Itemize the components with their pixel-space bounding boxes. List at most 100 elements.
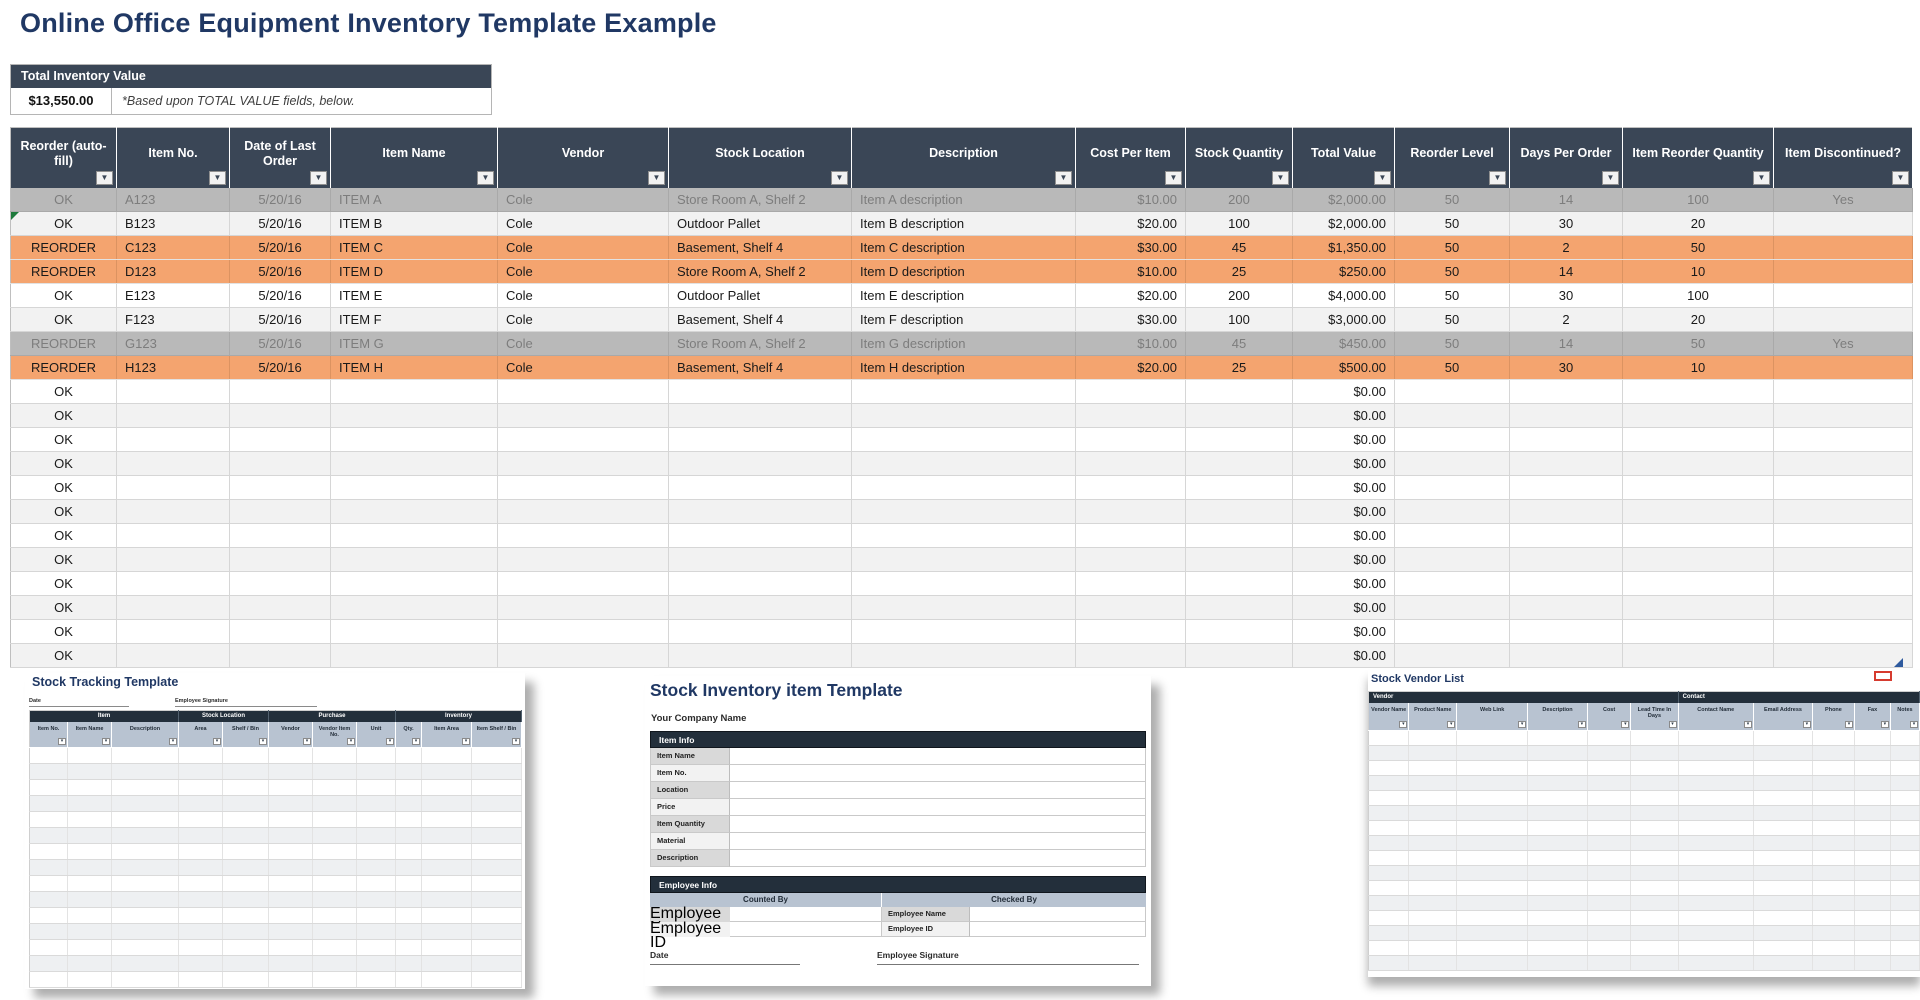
cell[interactable] bbox=[1678, 955, 1754, 971]
cell[interactable]: 50 bbox=[1394, 307, 1510, 332]
cell[interactable] bbox=[1587, 940, 1632, 956]
field-input[interactable] bbox=[730, 816, 1146, 833]
cell[interactable] bbox=[312, 859, 357, 876]
cell[interactable] bbox=[1408, 760, 1458, 776]
cell[interactable]: Cole bbox=[497, 283, 669, 308]
cell[interactable] bbox=[111, 923, 179, 940]
cell[interactable] bbox=[1812, 745, 1855, 761]
filter-dropdown-icon[interactable]: ▾ bbox=[1447, 721, 1456, 728]
cell[interactable] bbox=[29, 763, 68, 780]
cell[interactable] bbox=[1753, 760, 1813, 776]
cell[interactable] bbox=[1890, 895, 1920, 911]
cell[interactable] bbox=[229, 571, 331, 596]
cell[interactable] bbox=[1408, 775, 1458, 791]
cell[interactable] bbox=[111, 779, 179, 796]
cell[interactable] bbox=[1587, 925, 1632, 941]
cell[interactable] bbox=[668, 643, 852, 668]
cell[interactable] bbox=[229, 643, 331, 668]
cell[interactable] bbox=[1622, 547, 1774, 572]
cell[interactable]: REORDER bbox=[10, 235, 117, 260]
cell[interactable] bbox=[1630, 925, 1679, 941]
cell[interactable] bbox=[1368, 805, 1410, 821]
filter-dropdown-icon[interactable]: ▼ bbox=[1602, 170, 1619, 185]
cell[interactable]: 2 bbox=[1509, 235, 1623, 260]
column-header[interactable]: Email Address ▾ bbox=[1753, 702, 1813, 731]
cell[interactable] bbox=[421, 763, 472, 780]
cell[interactable] bbox=[330, 547, 498, 572]
cell[interactable] bbox=[395, 779, 422, 796]
cell[interactable] bbox=[1527, 745, 1588, 761]
cell[interactable] bbox=[668, 619, 852, 644]
cell[interactable] bbox=[1630, 910, 1679, 926]
cell[interactable] bbox=[356, 827, 396, 844]
cell[interactable]: $0.00 bbox=[1292, 379, 1395, 404]
cell[interactable] bbox=[1527, 925, 1588, 941]
cell[interactable] bbox=[178, 859, 223, 876]
cell[interactable] bbox=[1773, 571, 1913, 596]
cell[interactable] bbox=[1408, 745, 1458, 761]
cell[interactable]: 5/20/16 bbox=[229, 355, 331, 380]
field-input[interactable] bbox=[730, 748, 1146, 765]
cell[interactable] bbox=[1812, 850, 1855, 866]
cell[interactable] bbox=[668, 451, 852, 476]
cell[interactable] bbox=[1630, 805, 1679, 821]
cell[interactable] bbox=[229, 619, 331, 644]
column-header[interactable]: Reorder (auto-fill) ▼ bbox=[10, 127, 117, 188]
cell[interactable] bbox=[29, 907, 68, 924]
cell[interactable] bbox=[395, 763, 422, 780]
cell[interactable] bbox=[668, 595, 852, 620]
column-header[interactable]: Total Value ▼ bbox=[1292, 127, 1395, 188]
column-header[interactable]: Days Per Order ▼ bbox=[1509, 127, 1623, 188]
cell[interactable] bbox=[851, 403, 1076, 428]
cell[interactable] bbox=[29, 971, 68, 988]
cell[interactable] bbox=[356, 811, 396, 828]
cell[interactable]: OK bbox=[10, 475, 117, 500]
cell[interactable] bbox=[1527, 835, 1588, 851]
cell[interactable] bbox=[1408, 880, 1458, 896]
cell[interactable]: Cole bbox=[497, 211, 669, 236]
cell[interactable] bbox=[668, 571, 852, 596]
cell[interactable] bbox=[1854, 925, 1891, 941]
cell[interactable] bbox=[330, 475, 498, 500]
cell[interactable] bbox=[356, 971, 396, 988]
cell[interactable]: Store Room A, Shelf 2 bbox=[668, 331, 852, 356]
column-header[interactable]: Item Area ▾ bbox=[421, 721, 472, 748]
cell[interactable]: 200 bbox=[1185, 187, 1293, 212]
cell[interactable]: 50 bbox=[1394, 355, 1510, 380]
filter-dropdown-icon[interactable]: ▾ bbox=[462, 738, 470, 745]
cell[interactable] bbox=[29, 875, 68, 892]
cell[interactable] bbox=[1630, 940, 1679, 956]
cell[interactable] bbox=[178, 763, 223, 780]
cell[interactable] bbox=[471, 779, 522, 796]
cell[interactable] bbox=[67, 795, 112, 812]
cell[interactable] bbox=[395, 843, 422, 860]
cell[interactable] bbox=[1753, 835, 1813, 851]
cell[interactable] bbox=[471, 795, 522, 812]
column-header[interactable]: Cost ▾ bbox=[1587, 702, 1632, 731]
cell[interactable] bbox=[1456, 820, 1529, 836]
cell[interactable] bbox=[268, 955, 313, 972]
cell[interactable] bbox=[1753, 850, 1813, 866]
column-header[interactable]: Product Name ▾ bbox=[1408, 702, 1458, 731]
cell[interactable]: 5/20/16 bbox=[229, 187, 331, 212]
cell[interactable] bbox=[1622, 523, 1774, 548]
cell[interactable]: OK bbox=[10, 211, 117, 236]
filter-dropdown-icon[interactable]: ▾ bbox=[1802, 721, 1811, 728]
cell[interactable] bbox=[851, 643, 1076, 668]
field-input[interactable] bbox=[730, 850, 1146, 867]
column-header[interactable]: Lead Time In Days ▾ bbox=[1630, 702, 1679, 731]
cell[interactable] bbox=[29, 843, 68, 860]
cell[interactable]: $0.00 bbox=[1292, 643, 1395, 668]
cell[interactable] bbox=[1678, 805, 1754, 821]
cell[interactable]: Store Room A, Shelf 2 bbox=[668, 187, 852, 212]
cell[interactable] bbox=[356, 859, 396, 876]
cell[interactable]: 25 bbox=[1185, 259, 1293, 284]
cell[interactable] bbox=[1854, 865, 1891, 881]
cell[interactable] bbox=[330, 427, 498, 452]
cell[interactable] bbox=[1773, 259, 1913, 284]
column-header[interactable]: Notes ▾ bbox=[1890, 702, 1920, 731]
cell[interactable]: 50 bbox=[1394, 283, 1510, 308]
cell[interactable] bbox=[116, 523, 230, 548]
cell[interactable] bbox=[497, 475, 669, 500]
cell[interactable] bbox=[1368, 925, 1410, 941]
